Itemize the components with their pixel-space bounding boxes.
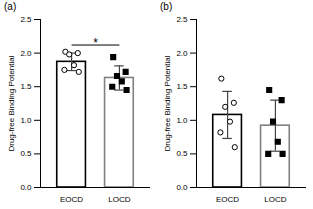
svg-text:*: * — [93, 36, 98, 50]
html-text:(b): (b) — [160, 1, 173, 12]
svg-text:1.5: 1.5 — [176, 82, 188, 91]
svg-text:0.0: 0.0 — [20, 183, 32, 192]
svg-text:2.5: 2.5 — [176, 15, 188, 24]
svg-text:2.0: 2.0 — [176, 49, 188, 58]
svg-text:EOCD: EOCD — [216, 195, 239, 204]
html-text:(a): (a) — [4, 1, 17, 12]
svg-text:1.0: 1.0 — [176, 116, 188, 125]
svg-text:EOCD: EOCD — [60, 195, 83, 204]
svg-text:LOCD: LOCD — [264, 195, 286, 204]
svg-text:Drug-free Binding Potential: Drug-free Binding Potential — [7, 55, 16, 151]
svg-text:0.5: 0.5 — [176, 149, 188, 158]
svg-text:2.5: 2.5 — [20, 15, 32, 24]
svg-text:2.0: 2.0 — [20, 49, 32, 58]
svg-text:1.5: 1.5 — [20, 82, 32, 91]
svg-text:LOCD: LOCD — [108, 195, 130, 204]
svg-text:1.0: 1.0 — [20, 116, 32, 125]
svg-text:0.0: 0.0 — [176, 183, 188, 192]
svg-text:0.5: 0.5 — [20, 149, 32, 158]
svg-text:Drug-free Binding Potential: Drug-free Binding Potential — [163, 55, 172, 151]
